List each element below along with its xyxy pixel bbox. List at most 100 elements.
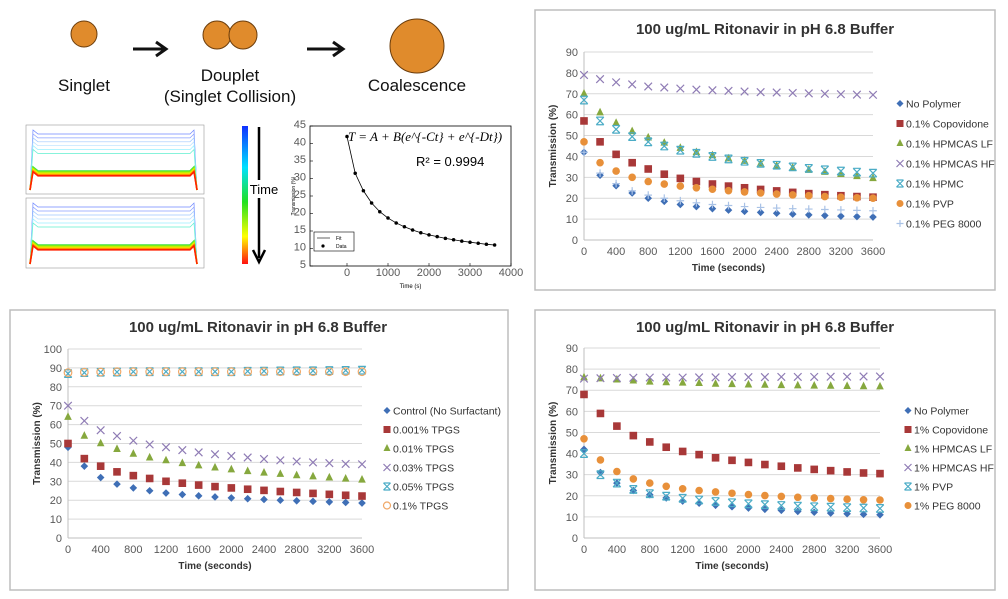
data-point <box>859 372 868 381</box>
data-point <box>821 192 829 201</box>
data-point <box>63 369 73 378</box>
data-point <box>695 450 703 459</box>
data-point <box>809 502 819 512</box>
data-point <box>308 366 318 376</box>
legend-marker <box>896 139 904 146</box>
x-tick-label: 2400 <box>764 246 788 258</box>
data-point <box>875 372 885 381</box>
data-point <box>728 456 736 465</box>
data-point <box>145 367 154 377</box>
data-point <box>727 372 737 382</box>
x-tick-label: 2400 <box>769 544 793 556</box>
y-tick-label: 10 <box>566 512 578 524</box>
data-point <box>728 489 736 498</box>
data-point <box>724 154 733 164</box>
legend-label: Data <box>336 244 347 250</box>
data-point <box>292 366 301 376</box>
data-point <box>129 367 138 377</box>
series-0-1-pvp <box>580 138 877 203</box>
legend-marker <box>383 482 391 491</box>
data-point <box>612 179 620 188</box>
data-point <box>128 367 138 377</box>
data-point <box>826 372 835 381</box>
data-point <box>357 460 367 469</box>
data-point <box>788 162 797 172</box>
data-point <box>692 85 701 94</box>
data-point <box>178 479 187 487</box>
data-point <box>724 201 733 210</box>
data-point <box>724 206 733 214</box>
data-point <box>810 494 819 502</box>
data-point <box>161 367 171 377</box>
data-point <box>596 409 605 418</box>
data-point <box>868 90 878 100</box>
data-point <box>826 502 835 512</box>
data-point <box>353 171 357 176</box>
data-point <box>728 379 736 388</box>
data-point <box>227 367 236 377</box>
data-point <box>402 225 407 229</box>
data-point <box>194 481 203 489</box>
data-point <box>595 74 605 84</box>
y-tick-label: 10 <box>566 214 578 226</box>
data-point <box>788 204 797 213</box>
data-point <box>129 436 138 445</box>
data-point <box>853 171 861 180</box>
data-point <box>162 489 170 497</box>
data-point <box>612 118 620 126</box>
coalesced-droplet <box>389 18 445 74</box>
data-point <box>211 462 219 471</box>
legend-label: 0.1% HPMC <box>906 179 964 191</box>
fit-line <box>346 136 495 246</box>
data-point <box>629 373 638 382</box>
data-point <box>661 373 671 382</box>
data-point <box>612 478 622 488</box>
y-tick-label: 90 <box>50 363 62 375</box>
data-point <box>724 153 733 162</box>
data-point <box>113 468 121 476</box>
data-point <box>645 479 654 487</box>
legend-marker <box>904 482 912 491</box>
y-tick-label: 5 <box>300 259 306 271</box>
data-point <box>292 457 301 466</box>
series-0-1-hpmc <box>579 95 878 178</box>
data-point <box>308 458 318 467</box>
profile-curve <box>29 148 198 191</box>
data-point <box>161 443 171 452</box>
data-point <box>837 193 845 201</box>
data-point <box>708 150 717 159</box>
data-point <box>211 493 219 501</box>
fit-legend <box>313 231 355 252</box>
y-tick-label: 50 <box>566 427 578 439</box>
legend-marker-data <box>321 244 325 248</box>
data-point <box>579 70 589 80</box>
x-tick-label: 3200 <box>835 544 859 556</box>
data-point <box>645 438 654 446</box>
data-point <box>596 107 604 116</box>
data-point <box>678 497 687 505</box>
data-point <box>724 182 733 190</box>
data-point <box>645 373 655 382</box>
data-point <box>711 453 720 462</box>
data-point <box>580 88 588 97</box>
data-point <box>276 469 285 477</box>
series-1-pvp <box>579 449 885 513</box>
data-point <box>260 467 268 476</box>
chart-frame <box>534 309 996 591</box>
legend-marker <box>904 502 912 509</box>
data-point <box>227 451 236 461</box>
data-point <box>357 367 367 377</box>
data-point <box>227 494 236 502</box>
data-point <box>276 366 285 376</box>
data-point <box>826 494 835 503</box>
data-point <box>876 496 884 504</box>
y-tick-label: 25 <box>294 189 306 201</box>
data-point <box>145 474 154 483</box>
y-tick-label: 40 <box>294 137 306 149</box>
y-tick-label: 20 <box>50 495 62 507</box>
data-point <box>308 367 318 377</box>
y-tick-label: 30 <box>50 476 62 488</box>
singlet-label: Singlet <box>58 76 110 95</box>
x-tick-label: 3600 <box>868 544 892 556</box>
legend-label: No Polymer <box>906 99 961 111</box>
